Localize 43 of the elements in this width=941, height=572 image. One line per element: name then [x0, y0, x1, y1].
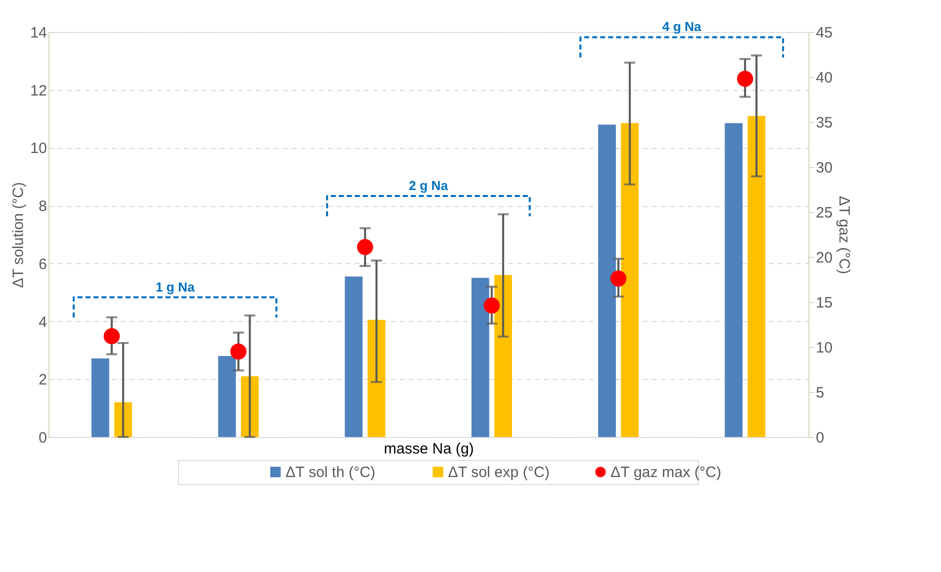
y-axis-title: ΔT solution (°C) — [10, 182, 28, 288]
y-tick-label: 2 — [38, 372, 47, 389]
y2-tick-label: 20 — [816, 250, 833, 266]
point — [357, 239, 374, 256]
y-tick-label: 10 — [30, 140, 47, 158]
bar — [218, 356, 236, 437]
y2-tick-label: 25 — [816, 204, 833, 222]
y2-tick-label: 5 — [816, 384, 824, 402]
bar — [494, 275, 512, 437]
bar — [724, 123, 743, 437]
y-tick-label: 12 — [30, 82, 47, 100]
bar — [368, 320, 386, 437]
y2-tick-label: 30 — [816, 160, 833, 176]
y2-tick-label: 40 — [816, 70, 833, 86]
x-axis-title: masse Na (g) — [384, 440, 474, 458]
y2-tick-label: 10 — [816, 340, 833, 356]
y-tick-label: 6 — [38, 256, 47, 273]
legend-label: ΔT sol exp (°C) — [448, 464, 550, 481]
y2-axis-title: ΔT gaz (°C) — [836, 196, 853, 274]
y2-tick-label: 15 — [816, 294, 833, 312]
y-tick-label: 8 — [38, 198, 47, 216]
bar — [91, 358, 110, 437]
point — [737, 70, 754, 87]
y2-tick-label: 0 — [816, 430, 824, 446]
annotation: 4 g Na — [662, 19, 702, 34]
y-tick-label: 14 — [30, 24, 47, 42]
bar — [471, 278, 490, 437]
bar — [598, 124, 616, 437]
legend-label: ΔT sol th (°C) — [285, 464, 376, 481]
legend-label: ΔT gaz max (°C) — [610, 464, 722, 481]
bar — [344, 276, 363, 437]
point — [610, 270, 626, 287]
y-tick-label: 0 — [38, 430, 47, 446]
point — [484, 298, 500, 314]
bar — [748, 116, 766, 437]
annotation: 1 g Na — [156, 279, 196, 294]
point — [104, 328, 120, 344]
annotation: 2 g Na — [408, 178, 449, 194]
y-tick-label: 4 — [38, 314, 47, 331]
bar — [620, 123, 639, 437]
y2-tick-label: 35 — [816, 114, 833, 132]
y2-tick-label: 45 — [816, 24, 833, 42]
point — [230, 343, 246, 360]
